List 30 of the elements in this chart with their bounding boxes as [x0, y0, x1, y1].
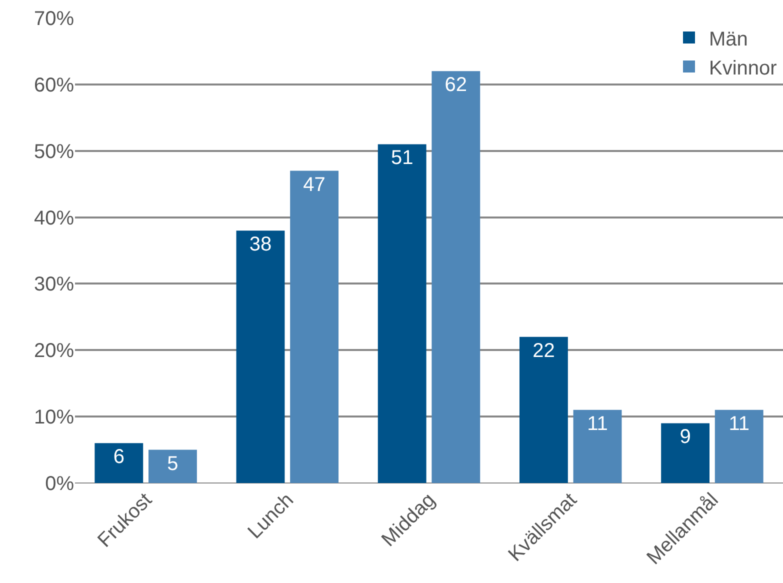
- data-label: 6: [113, 446, 124, 468]
- bar: [94, 443, 144, 483]
- data-label: 62: [444, 74, 468, 96]
- bar: [661, 423, 710, 483]
- bar: [236, 230, 285, 483]
- data-label: 11: [728, 412, 750, 435]
- legend-label: Män: [709, 28, 748, 50]
- bar: [573, 410, 622, 483]
- data-label: 9: [680, 426, 691, 448]
- y-tick-label: 40%: [34, 207, 74, 230]
- y-tick-label: 0%: [45, 473, 74, 495]
- y-tick-label: 10%: [34, 406, 74, 429]
- data-label: 38: [249, 234, 272, 256]
- bar: [714, 410, 764, 483]
- y-tick-label: 60%: [34, 74, 74, 96]
- bar: [378, 144, 426, 483]
- y-tick-label: 20%: [34, 340, 74, 362]
- bar: [148, 450, 197, 483]
- bar: [432, 71, 480, 483]
- y-tick-label: 50%: [34, 140, 74, 163]
- data-label: 51: [390, 147, 414, 170]
- data-label: 5: [167, 452, 178, 475]
- bar: [290, 170, 339, 483]
- data-label: 22: [532, 340, 555, 362]
- y-tick-label: 70%: [34, 8, 74, 30]
- legend-label: Kvinnor: [709, 57, 778, 80]
- data-label: 11: [587, 412, 608, 435]
- data-label: 47: [303, 174, 326, 196]
- bar: [519, 336, 568, 483]
- y-tick-label: 30%: [34, 274, 74, 296]
